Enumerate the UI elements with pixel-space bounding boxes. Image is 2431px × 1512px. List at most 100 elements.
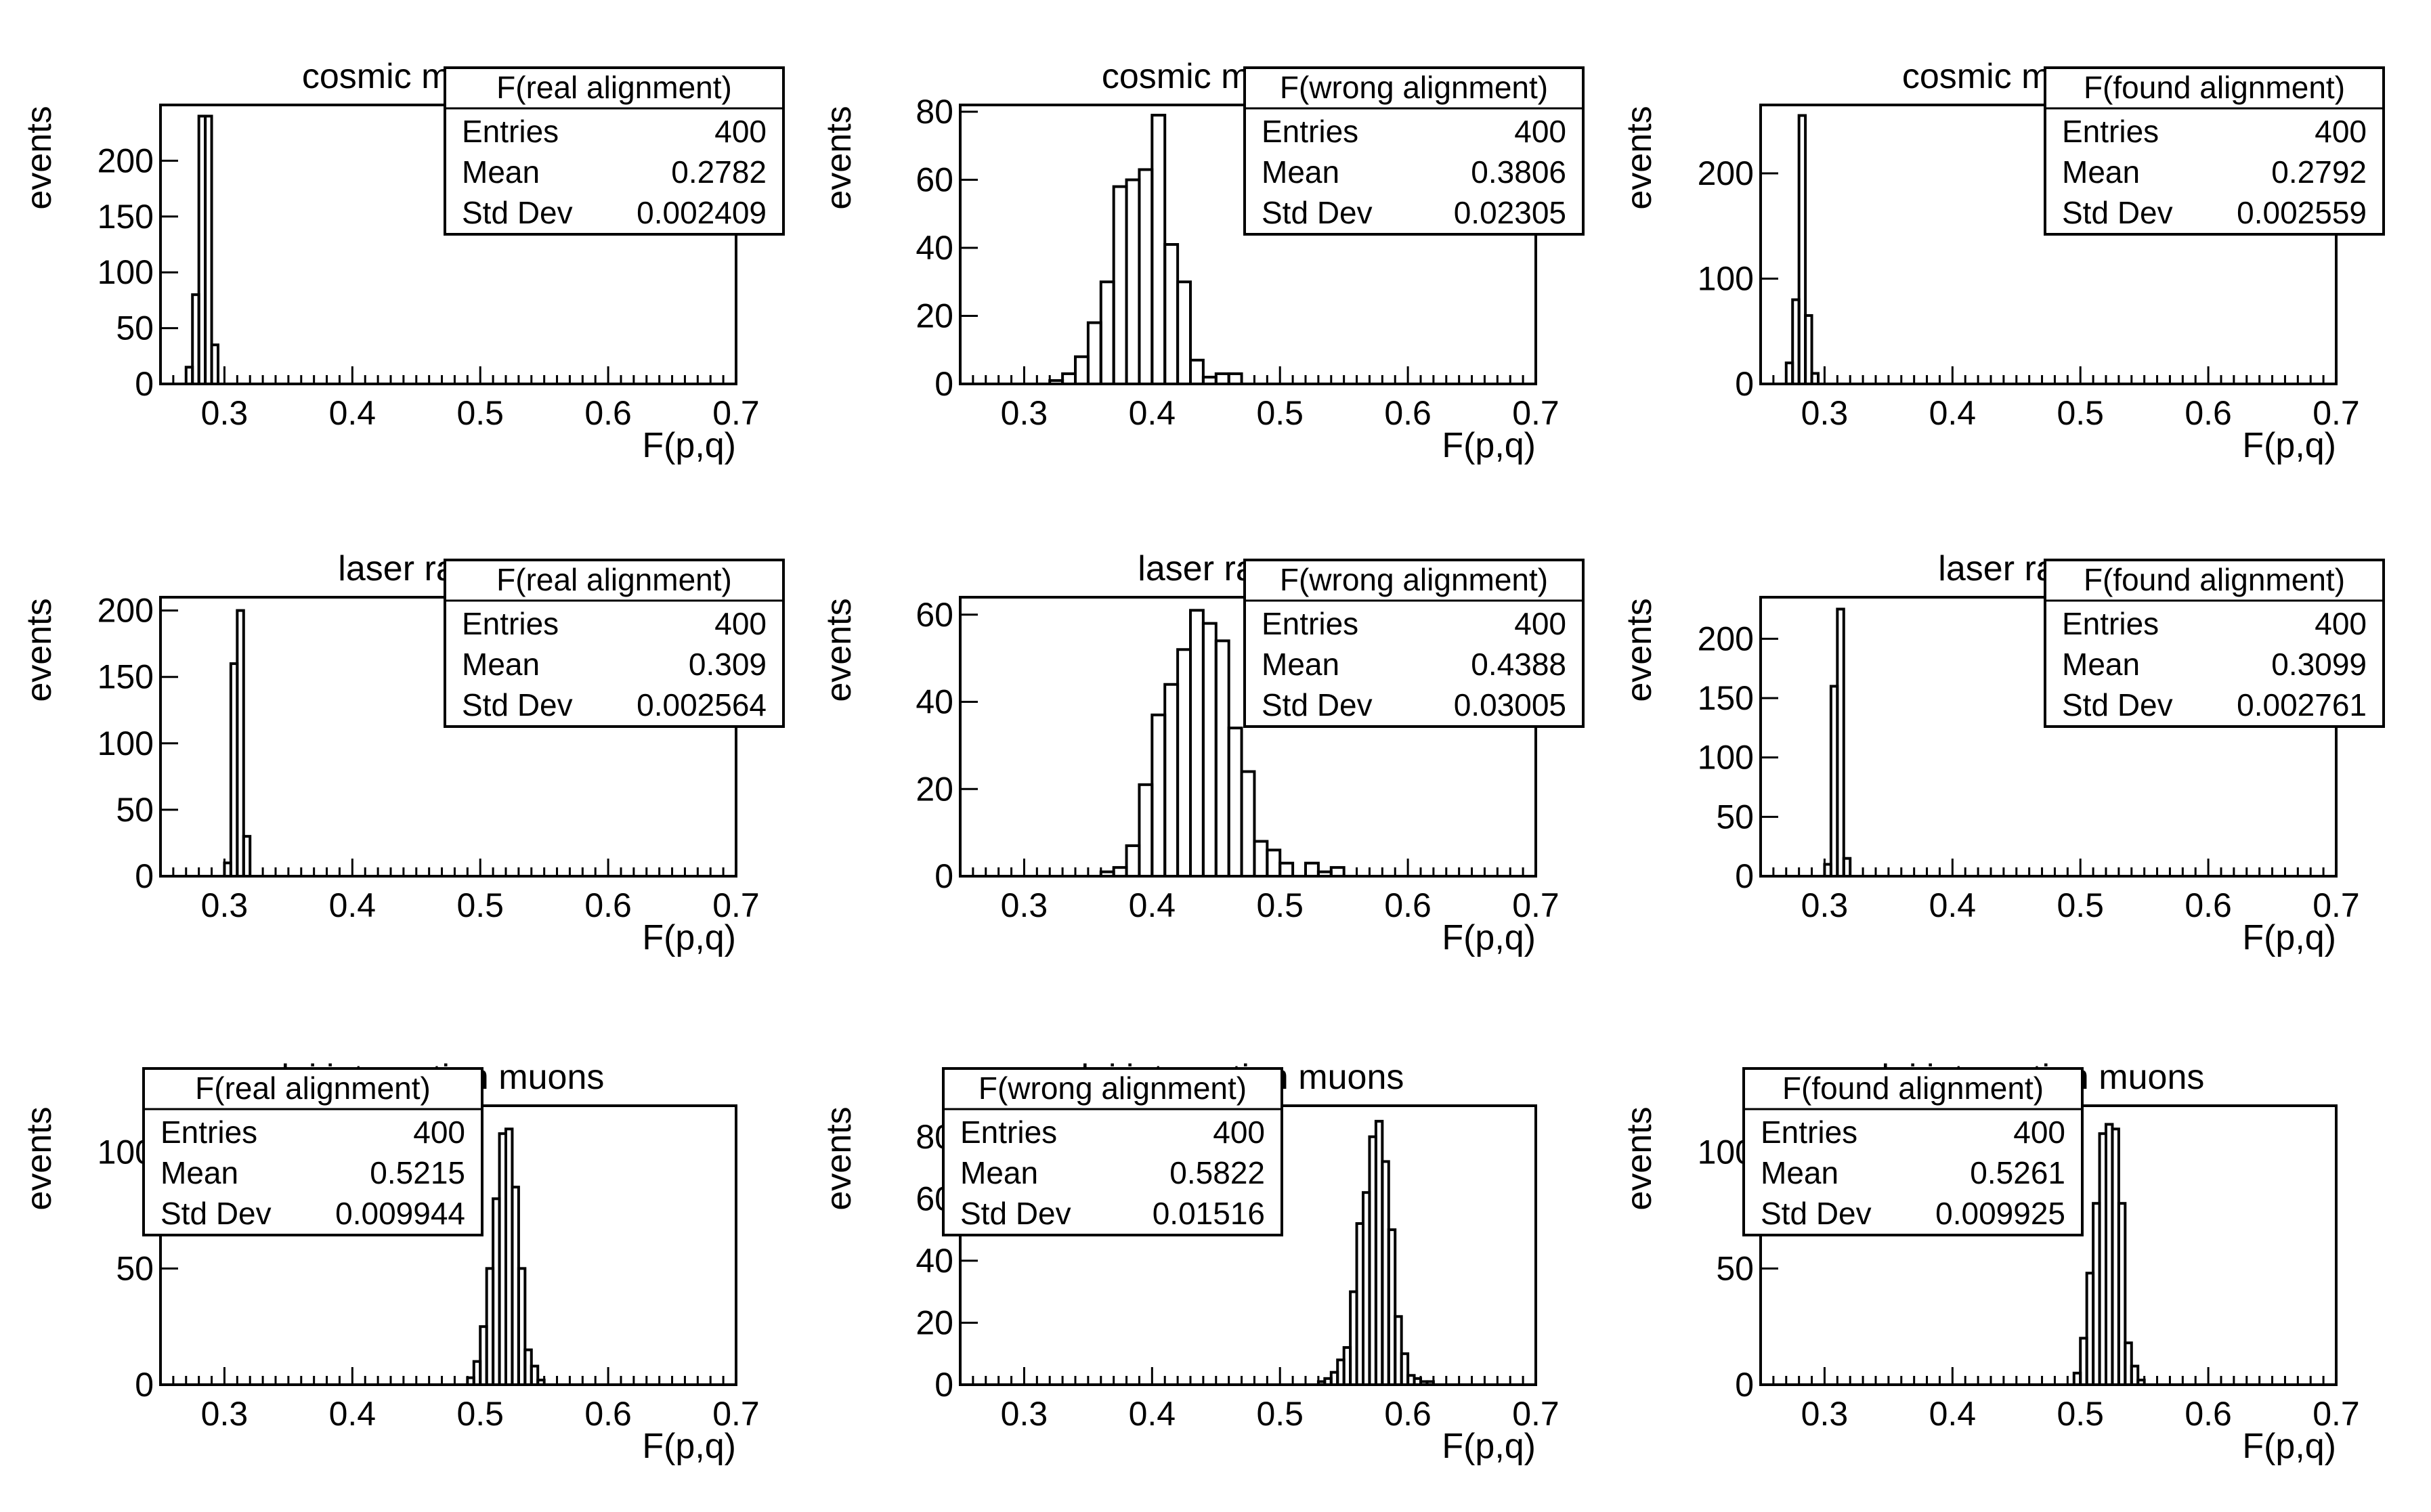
stats-box: F(found alignment) Entries 400 Mean 0.3099 St… (2044, 559, 2385, 728)
stats-box-title: F(found alignment) (2084, 70, 2345, 105)
stats-value: 0.4388 (1471, 647, 1566, 682)
y-axis-ticks (960, 110, 978, 385)
x-tick-label: 0.6 (2185, 1395, 2232, 1433)
stats-box-frame (2044, 66, 2385, 236)
x-tick-label: 0.5 (1256, 1395, 1304, 1433)
histogram-bar (2130, 1364, 2140, 1386)
stats-value: 0.02305 (1454, 195, 1566, 230)
y-tick-label: 50 (1716, 1249, 1754, 1287)
stats-value: 0.002564 (637, 687, 767, 722)
x-tick-label: 0.5 (2057, 886, 2104, 924)
stats-box-title: F(real alignment) (496, 562, 732, 597)
stats-box-frame (1243, 559, 1585, 728)
x-axis-ticks (959, 366, 1537, 384)
y-tick-label: 200 (1698, 154, 1754, 192)
x-tick-label: 0.7 (1512, 886, 1559, 924)
y-tick-label: 40 (916, 229, 953, 267)
x-tick-label: 0.5 (2057, 1395, 2104, 1433)
histogram-bar (1810, 372, 1820, 385)
stats-box-title: F(real alignment) (496, 70, 732, 105)
stats-key: Entries (2062, 114, 2159, 149)
stats-box: F(real alignment) Entries 400 Mean 0.2782 Std… (444, 66, 785, 236)
stats-key: Std Dev (2062, 687, 2173, 722)
y-tick-label: 20 (916, 297, 953, 335)
histogram-bar (1329, 866, 1346, 878)
histogram-bar (1048, 379, 1064, 385)
y-axis-label: events (1620, 1106, 1659, 1210)
x-tick-label: 0.4 (1929, 1395, 1977, 1433)
stats-value: 0.009944 (335, 1196, 465, 1231)
x-tick-label: 0.7 (2312, 1395, 2360, 1433)
stats-value: 0.2782 (671, 154, 767, 190)
stats-key: Std Dev (2062, 195, 2173, 230)
stats-value: 400 (1213, 1115, 1265, 1150)
stats-box-title: F(real alignment) (195, 1071, 431, 1106)
y-tick-label: 100 (98, 253, 154, 291)
histogram-panel-9: 0.30.40.50.60.7050100nuclei interaction … (1620, 1058, 2360, 1466)
stats-box-frame (1243, 66, 1585, 236)
stats-value: 400 (1514, 606, 1566, 641)
x-tick-label: 0.3 (1801, 886, 1849, 924)
histogram-bar (1163, 683, 1180, 878)
histogram-bar (1074, 355, 1090, 385)
y-tick-label: 50 (1716, 798, 1754, 836)
histogram-bar (242, 835, 252, 878)
histogram-bins (1048, 114, 1243, 386)
histogram-bar (1150, 713, 1167, 878)
x-tick-label: 0.5 (456, 886, 504, 924)
x-axis-label: F(p,q) (642, 426, 736, 465)
stats-box-frame (444, 559, 785, 728)
x-axis-ticks (1759, 859, 2338, 876)
y-tick-label: 60 (916, 596, 953, 634)
y-tick-label: 50 (116, 1249, 154, 1287)
x-tick-label: 0.7 (2312, 394, 2360, 432)
stats-box-title: F(wrong alignment) (1280, 562, 1548, 597)
y-axis-ticks (160, 159, 178, 385)
histogram-bar (1163, 243, 1180, 385)
stats-key: Mean (1761, 1155, 1838, 1190)
stats-box: F(real alignment) Entries 400 Mean 0.309 Std … (444, 559, 785, 728)
stats-box-frame (942, 1067, 1283, 1236)
histogram-bar (1176, 280, 1192, 385)
x-tick-label: 0.3 (201, 886, 249, 924)
stats-value: 0.2792 (2271, 154, 2367, 190)
x-tick-label: 0.7 (2312, 886, 2360, 924)
x-tick-label: 0.3 (201, 394, 249, 432)
histogram-bar (1316, 870, 1333, 878)
y-tick-label: 80 (916, 93, 953, 131)
stats-box-frame (444, 66, 785, 236)
x-tick-label: 0.7 (1512, 1395, 1559, 1433)
histogram-bar (1804, 314, 1813, 385)
histogram-bar (1387, 1228, 1397, 1386)
x-tick-label: 0.6 (1384, 886, 1432, 924)
stats-value: 0.5261 (1970, 1155, 2065, 1190)
stats-value: 0.5822 (1169, 1155, 1265, 1190)
histogram-bar (1201, 622, 1218, 878)
stats-key: Entries (2062, 606, 2159, 641)
x-tick-label: 0.7 (712, 886, 760, 924)
stats-key: Std Dev (462, 195, 573, 230)
stats-box-frame (1742, 1067, 2084, 1236)
stats-value: 400 (2315, 606, 2367, 641)
stats-value: 0.3806 (1471, 154, 1566, 190)
stats-value: 0.002409 (637, 195, 767, 230)
y-tick-label: 50 (116, 791, 154, 829)
stats-value: 400 (413, 1115, 465, 1150)
y-axis-label: events (20, 1106, 59, 1210)
stats-value: 0.309 (689, 647, 767, 682)
x-tick-label: 0.6 (2185, 394, 2232, 432)
stats-key: Entries (462, 606, 559, 641)
y-tick-label: 20 (916, 1303, 953, 1341)
stats-value: 0.03005 (1454, 687, 1566, 722)
x-tick-label: 0.4 (329, 1395, 377, 1433)
stats-key: Mean (1262, 647, 1339, 682)
y-tick-label: 0 (1735, 365, 1754, 403)
y-tick-label: 100 (1698, 260, 1754, 298)
stats-value: 0.5215 (370, 1155, 465, 1190)
y-axis-label: events (1620, 106, 1659, 209)
y-axis-ticks (1761, 172, 1778, 385)
